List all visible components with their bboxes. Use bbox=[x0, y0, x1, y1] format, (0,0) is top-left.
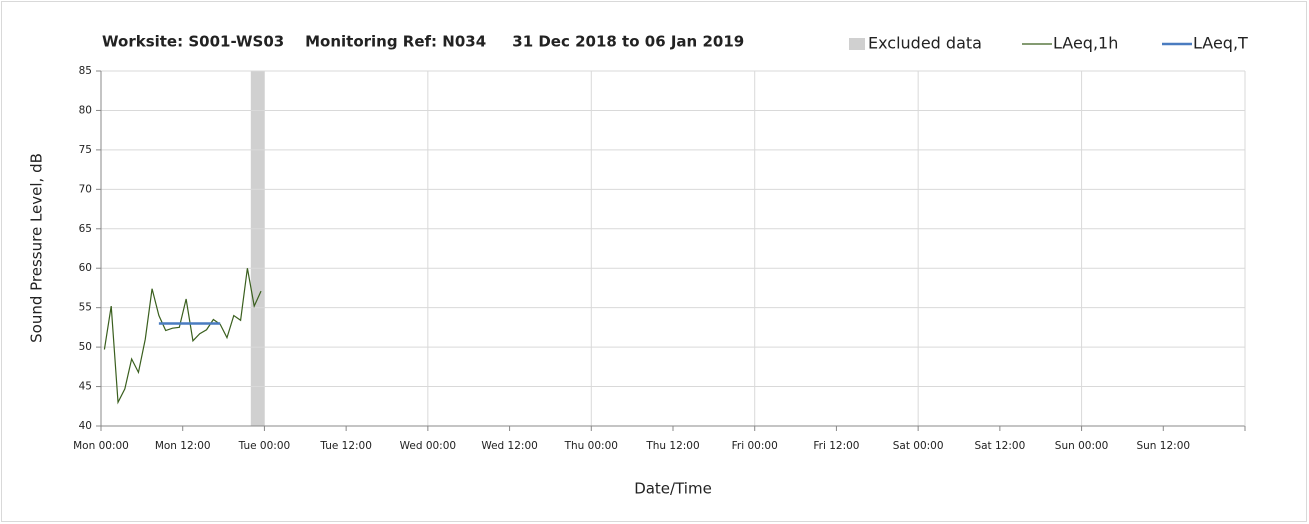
x-tick-label: Thu 12:00 bbox=[645, 440, 699, 452]
x-tick-label: Tue 12:00 bbox=[319, 440, 372, 452]
chart-title: Worksite: S001-WS03 Monitoring Ref: N034… bbox=[102, 33, 744, 51]
data-line bbox=[103, 268, 262, 405]
legend-label: LAeq,1h bbox=[1053, 34, 1118, 53]
x-tick-label: Sun 12:00 bbox=[1136, 440, 1190, 452]
y-tick-label: 60 bbox=[79, 262, 92, 274]
legend-swatch bbox=[849, 38, 865, 50]
legend-label: Excluded data bbox=[868, 34, 982, 53]
y-tick-label: 50 bbox=[79, 341, 92, 353]
x-tick-label: Tue 00:00 bbox=[238, 440, 291, 452]
excluded-band bbox=[250, 71, 265, 426]
x-axis-label: Date/Time bbox=[634, 480, 712, 498]
x-tick-label: Sun 00:00 bbox=[1055, 440, 1109, 452]
x-tick-label: Mon 00:00 bbox=[73, 440, 129, 452]
y-tick-label: 85 bbox=[79, 65, 92, 77]
x-tick-label: Wed 12:00 bbox=[481, 440, 538, 452]
x-tick-label: Thu 00:00 bbox=[564, 440, 618, 452]
y-tick-label: 65 bbox=[79, 223, 92, 235]
y-tick-label: 70 bbox=[79, 183, 92, 195]
x-tick-label: Fri 12:00 bbox=[813, 440, 859, 452]
y-tick-label: 75 bbox=[79, 144, 92, 156]
y-tick-label: 80 bbox=[79, 104, 92, 116]
legend-label: LAeq,T bbox=[1193, 34, 1248, 53]
y-tick-label: 45 bbox=[79, 381, 92, 393]
x-tick-label: Sat 00:00 bbox=[893, 440, 944, 452]
x-tick-label: Wed 00:00 bbox=[400, 440, 457, 452]
x-tick-label: Mon 12:00 bbox=[155, 440, 211, 452]
y-tick-label: 55 bbox=[79, 302, 92, 314]
x-tick-label: Fri 00:00 bbox=[732, 440, 778, 452]
x-tick-label: Sat 12:00 bbox=[974, 440, 1025, 452]
y-tick-label: 40 bbox=[79, 420, 92, 432]
y-axis-label: Sound Pressure Level, dB bbox=[28, 153, 46, 343]
